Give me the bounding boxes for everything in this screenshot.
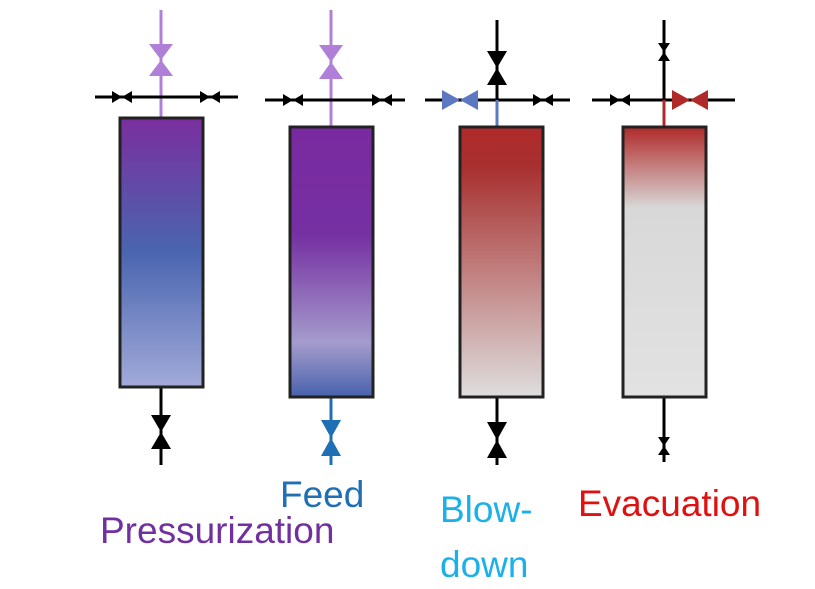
- column: [621, 125, 708, 399]
- label-blowdown-2: down: [440, 544, 528, 585]
- label-feed: Feed: [280, 474, 364, 515]
- columns: [95, 10, 735, 465]
- valve: [151, 415, 171, 449]
- valve: [610, 94, 630, 106]
- valve: [283, 94, 303, 106]
- valve: [487, 51, 507, 85]
- valve: [533, 94, 553, 106]
- column: [288, 125, 375, 399]
- valve: [487, 422, 507, 458]
- column: [458, 125, 545, 399]
- valve: [372, 94, 392, 106]
- valve: [149, 44, 173, 76]
- label-pressurization: Pressurization: [100, 510, 334, 551]
- valve: [658, 43, 670, 61]
- label-evacuation: Evacuation: [578, 483, 761, 524]
- valve: [442, 90, 478, 110]
- valve: [321, 420, 341, 456]
- column: [118, 116, 205, 389]
- valve: [672, 90, 708, 110]
- valve: [658, 437, 670, 455]
- valve: [112, 91, 132, 103]
- label-blowdown-1: Blow-: [440, 489, 533, 530]
- valve: [200, 91, 220, 103]
- valve: [319, 45, 343, 79]
